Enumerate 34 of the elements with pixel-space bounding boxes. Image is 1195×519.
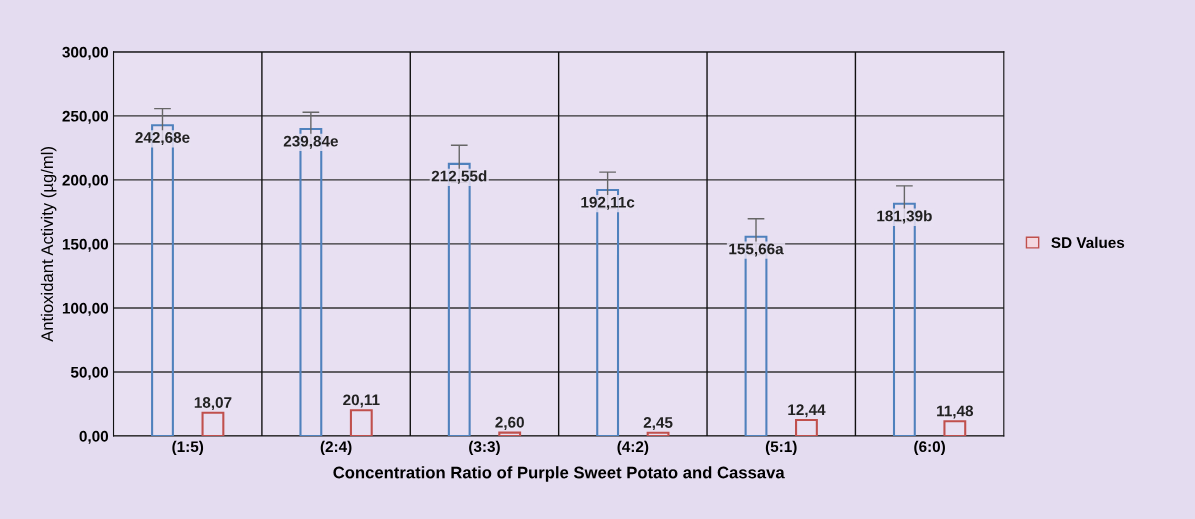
data-label: 18,07	[194, 397, 232, 411]
data-label: 212,55d	[431, 170, 487, 184]
y-axis-title: Antioxidant Activity (µg/ml)	[40, 147, 57, 342]
bar	[201, 411, 225, 436]
data-label: 181,39b	[877, 210, 932, 224]
y-tick-label: 150,00	[62, 238, 109, 252]
data-label: 2,60	[495, 416, 524, 430]
y-tick-label: 0,00	[79, 430, 109, 444]
bar	[943, 420, 967, 436]
y-tick-label: 300,00	[62, 46, 109, 60]
bar	[795, 418, 818, 436]
x-tick-label: (4:2)	[617, 440, 649, 456]
x-tick-label: (6:0)	[914, 440, 945, 456]
data-label: 20,11	[343, 394, 380, 408]
data-label: 242,68e	[135, 132, 190, 146]
x-tick-label: (3:3)	[469, 440, 500, 456]
data-label: 239,84e	[283, 135, 338, 149]
bar	[349, 409, 373, 436]
bar	[646, 431, 670, 436]
legend-label: SD Values	[1051, 236, 1125, 249]
x-tick-label: (2:4)	[320, 440, 352, 456]
data-label: 11,48	[937, 405, 974, 419]
y-tick-label: 250,00	[62, 110, 109, 124]
y-tick-label: 200,00	[62, 174, 109, 188]
data-label: 12,44	[788, 404, 826, 418]
data-label: 192,11c	[581, 196, 635, 210]
data-label: 2,45	[643, 417, 673, 431]
y-tick-label: 100,00	[62, 302, 109, 316]
data-label: 155,66a	[729, 243, 784, 257]
y-tick-label: 50,00	[70, 366, 109, 380]
bar	[498, 431, 522, 436]
x-tick-label: (1:5)	[172, 440, 204, 456]
x-axis-title: Concentration Ratio of Purple Sweet Potato and Cassava	[333, 466, 785, 482]
x-tick-label: (5:1)	[765, 440, 797, 456]
